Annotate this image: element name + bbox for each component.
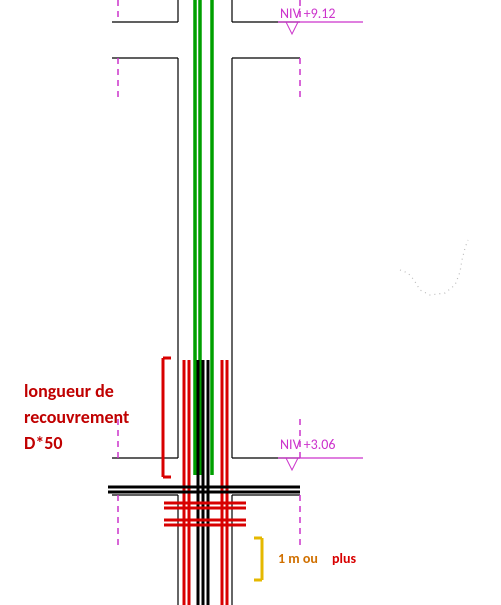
one-m-label-b: plus — [332, 550, 356, 567]
diagram-canvas — [0, 0, 501, 605]
overlap-label-l1: longueur de — [24, 380, 114, 402]
level-top-label: NIV +9.12 — [280, 5, 335, 22]
overlap-label-l3: D*50 — [24, 432, 63, 454]
one-m-label-a: 1 m ou — [278, 550, 321, 567]
level-bottom-label: NIV +3.06 — [280, 436, 335, 453]
overlap-label-l2: recouvrement — [24, 406, 129, 428]
